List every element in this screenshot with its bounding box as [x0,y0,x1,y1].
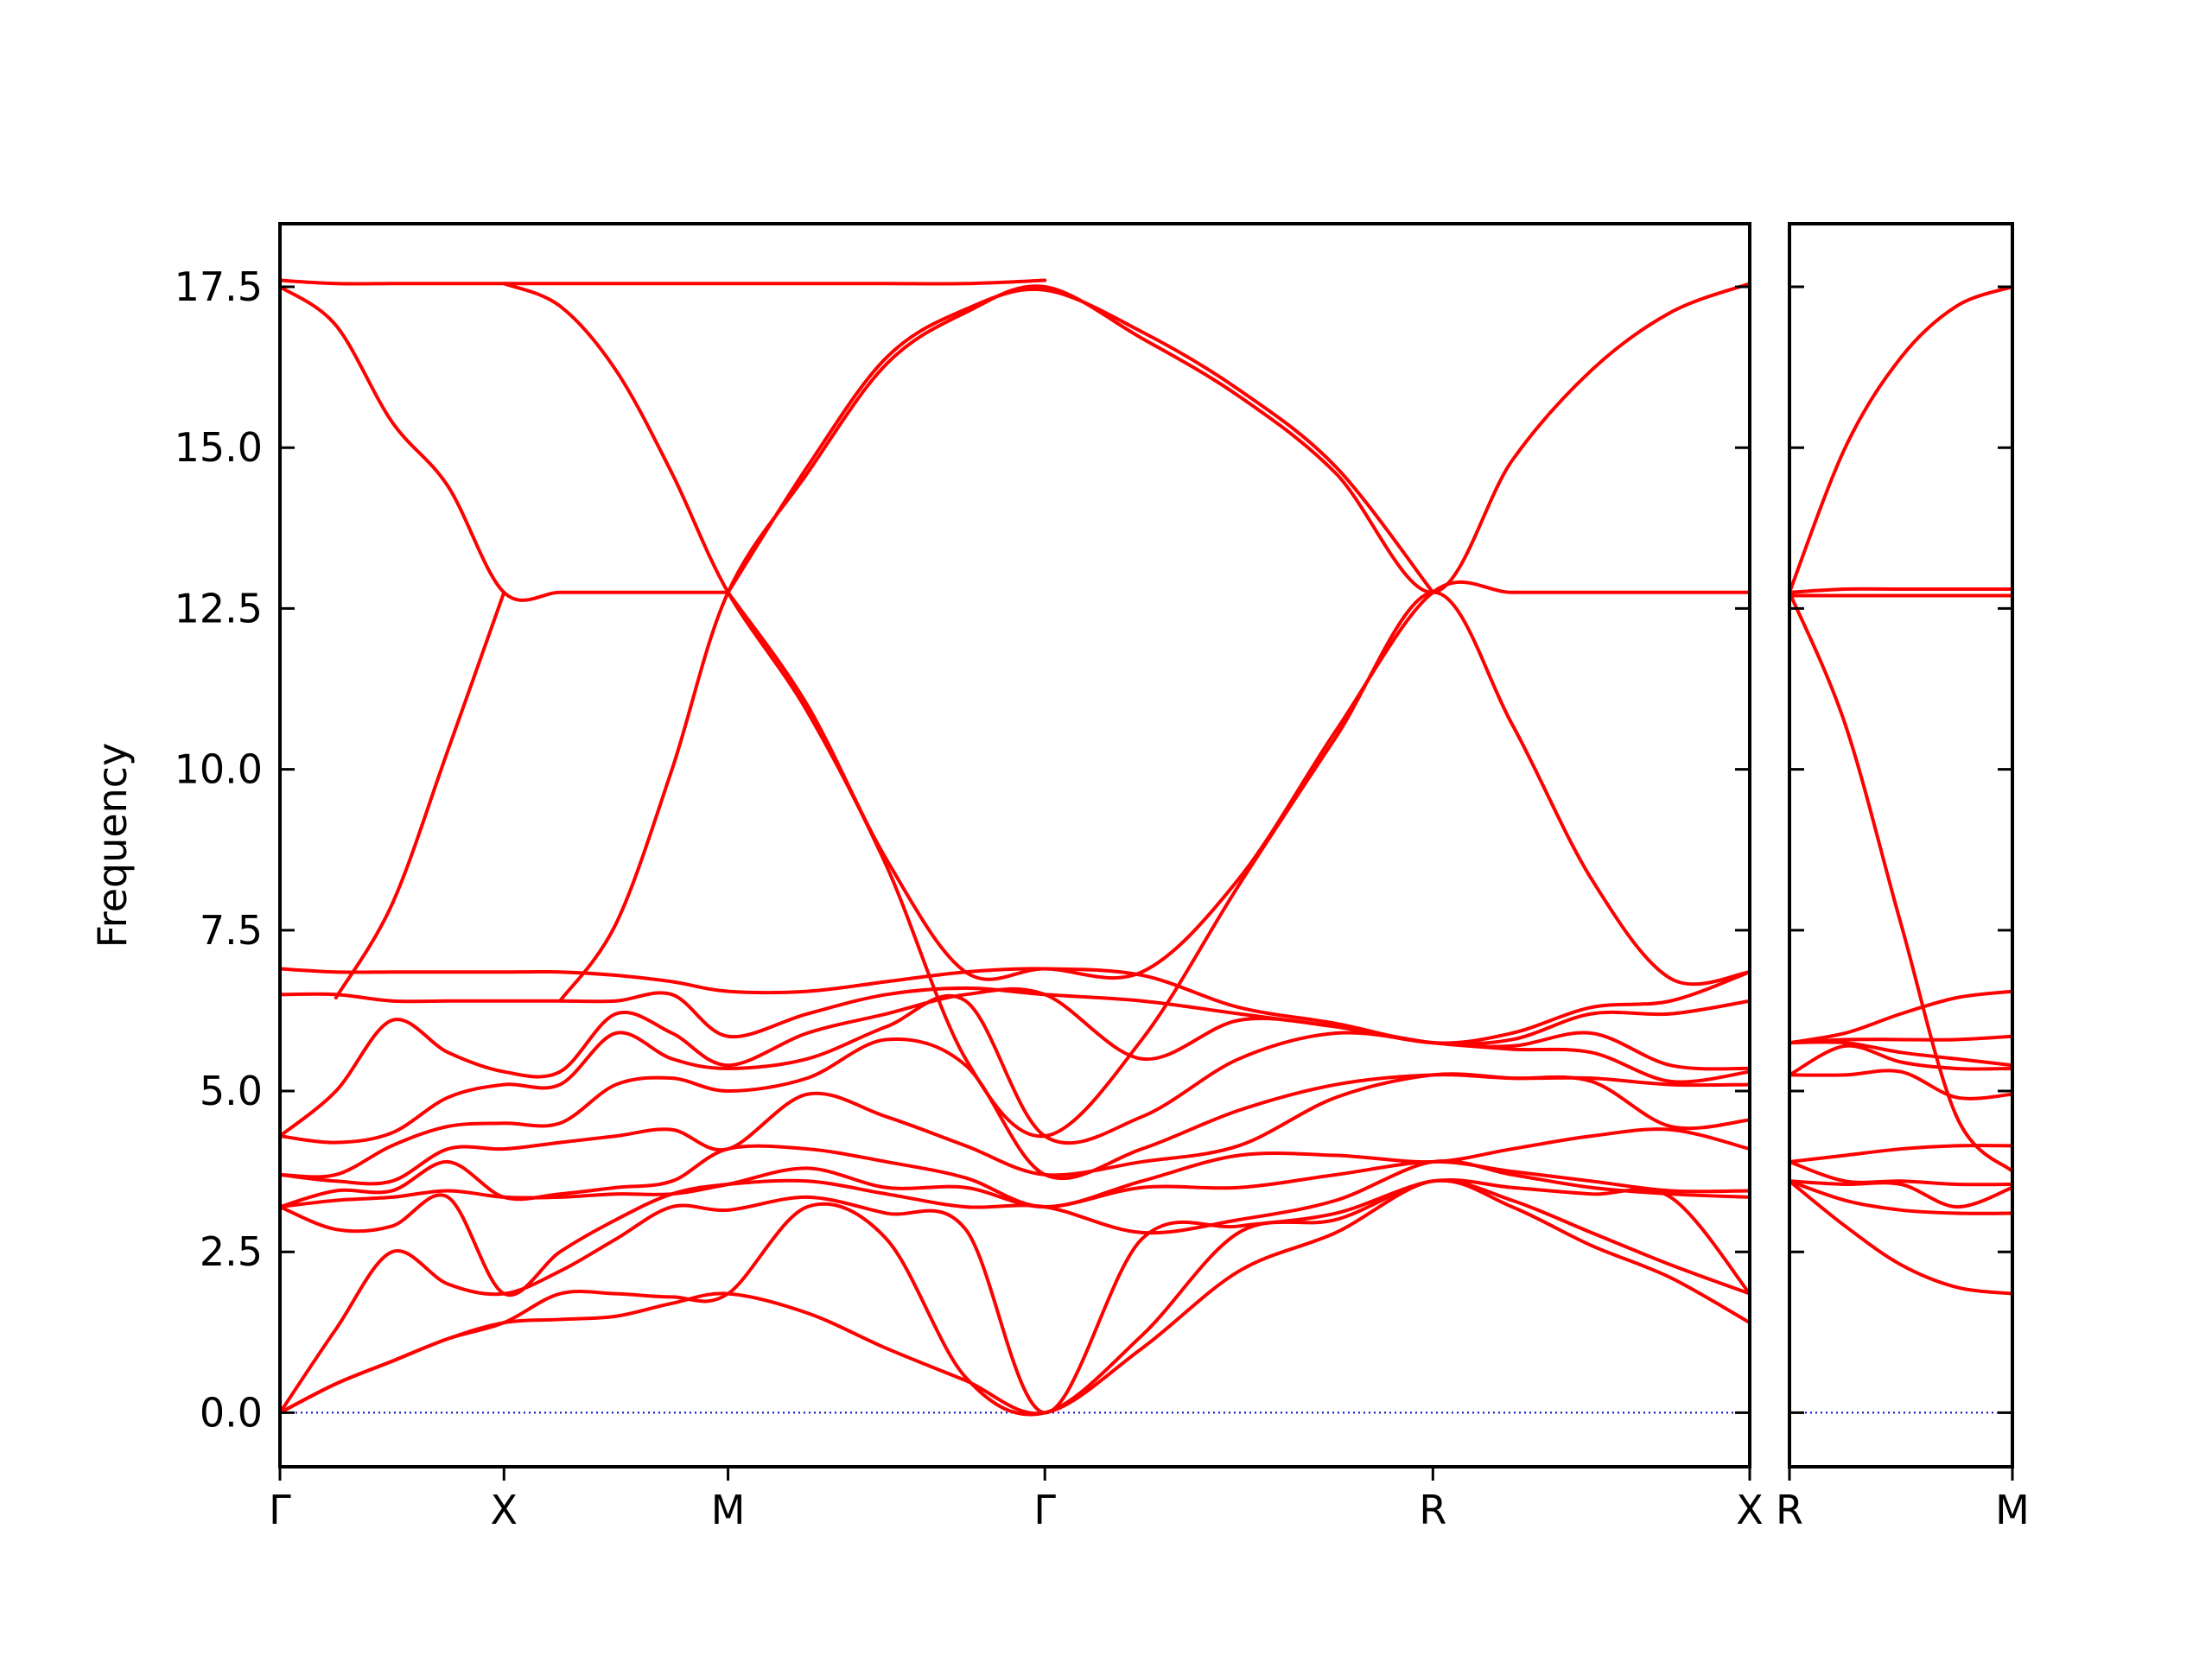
band-line [278,1159,1751,1209]
y-tick-label: 0.0 [200,1389,263,1436]
y-tick-label: 2.5 [200,1228,263,1275]
band-line [1788,1179,2014,1209]
band-line [278,1178,1751,1417]
band-line [1788,1044,2014,1077]
band-line [502,282,1751,1139]
band-line [1788,1179,2014,1215]
x-tick-label: Γ [269,1487,291,1533]
x-tick-label: R [1776,1487,1803,1533]
band-line [558,282,1751,1003]
band-line [1788,1034,2014,1045]
band-line [1788,284,2014,594]
band-line [278,1127,1751,1209]
band-line [278,986,1751,1139]
band-line [1788,1159,2014,1187]
band-line [1788,587,2014,594]
band-line [278,278,1047,286]
x-tick-label: M [1995,1487,2030,1533]
band-line [278,1159,1751,1297]
band-line [1788,1069,2014,1101]
y-tick-label: 15.0 [175,424,263,471]
band-line [278,967,1751,1045]
y-tick-label: 5.0 [200,1068,263,1114]
y-tick-label: 7.5 [200,907,263,954]
band-line [278,1178,1751,1416]
band-line [278,986,1751,1046]
band-line [278,284,730,602]
plot-frame [1788,222,2014,1469]
band-line [726,287,1435,594]
panel: 0.0 2.5 5.0 7.5 10.0 12.5 15.0 17.5 Γ X M Γ R X Freque… [89,222,1764,1533]
x-tick-label: X [491,1487,518,1533]
x-tick-label: M [711,1487,746,1533]
x-tick-label: X [1736,1487,1764,1533]
band-line [1788,590,2014,1174]
y-tick-label: 12.5 [175,585,263,631]
y-axis-label: Frequency [89,743,136,948]
band-line [334,590,506,1000]
band-line [1788,989,2014,1045]
y-tick-label: 10.0 [175,746,263,793]
band-line [278,1177,1751,1415]
band-line [278,1037,1751,1181]
x-tick-label: R [1419,1487,1446,1533]
y-tick-label: 17.5 [175,263,263,310]
x-tick-label: Γ [1033,1487,1056,1533]
band-line [1788,1179,2014,1296]
plot-frame [278,222,1751,1469]
band-line [726,580,1751,981]
